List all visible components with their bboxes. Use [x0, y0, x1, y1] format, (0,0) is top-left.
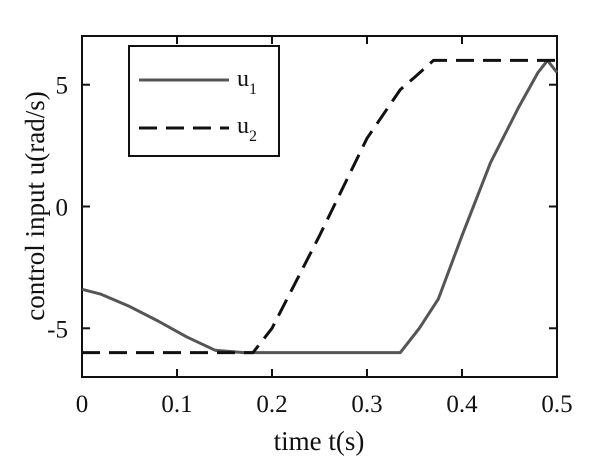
y-tick-label: -5 — [47, 316, 68, 343]
legend-u1-label: u1 — [237, 66, 257, 98]
legend: u1 u2 — [128, 45, 280, 157]
x-tick-label: 0.5 — [541, 391, 572, 418]
x-tick-label: 0.3 — [351, 391, 382, 418]
y-axis-ticks: -5 0 5 — [47, 73, 557, 343]
series-layer — [81, 58, 559, 355]
series-line-u1 — [81, 58, 559, 355]
legend-u2-label: u2 — [237, 113, 257, 145]
x-tick-label: 0.4 — [446, 391, 478, 418]
x-tick-label: 0.2 — [256, 391, 287, 418]
y-tick-label: 0 — [56, 195, 69, 222]
legend-box — [128, 45, 280, 157]
x-tick-label: 0 — [76, 391, 89, 418]
x-axis-ticks: 0 0.1 0.2 0.3 0.4 0.5 — [76, 36, 573, 418]
y-axis-label: control input u(rad/s) — [20, 91, 50, 320]
x-tick-label: 0.1 — [161, 391, 192, 418]
x-axis-label: time t(s) — [274, 426, 365, 456]
series-line-u2 — [82, 58, 557, 355]
y-tick-label: 5 — [56, 73, 69, 100]
